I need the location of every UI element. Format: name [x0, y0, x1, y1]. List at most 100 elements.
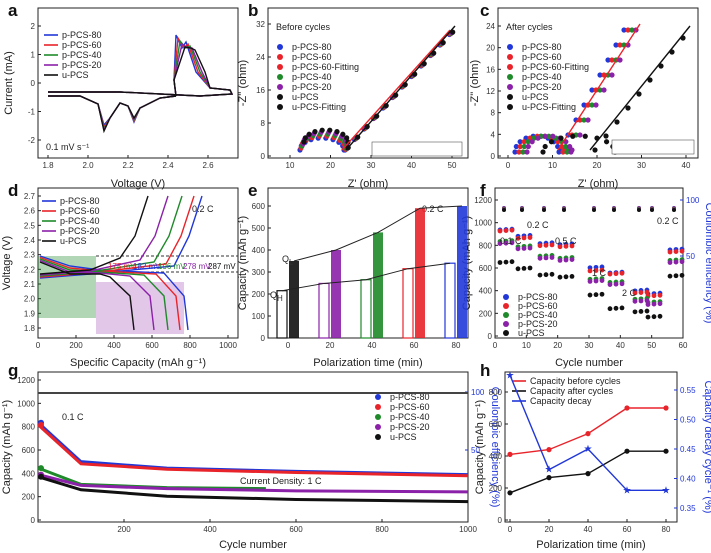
panel-c-label: c: [480, 1, 489, 20]
panel-b-circuit: [371, 141, 463, 157]
panel-f-rate-label: 0.2 C: [657, 216, 679, 226]
panel-h-frame: [504, 371, 678, 523]
panel-e-ytick-label: 500: [252, 224, 266, 233]
panel-a-curve: [48, 95, 177, 134]
panel-e-ytick-label: 200: [252, 290, 266, 299]
panel-c-point: [512, 149, 518, 155]
panel-f-legend-swatch: [503, 321, 509, 327]
panel-f-point: [503, 240, 509, 246]
panel-g-xtick-label: 400: [203, 525, 217, 534]
panel-d-charge: [39, 195, 149, 275]
panel-a-ytick-label: 1: [31, 51, 36, 60]
panel-h-decay-line: [509, 374, 666, 491]
panel-g-series: [38, 473, 469, 494]
panel-f-point: [619, 281, 625, 287]
panel-a-scan-rate: 0.1 mV s⁻¹: [46, 142, 89, 152]
panel-b-point: [334, 129, 340, 135]
panel-g-legend-label: u-PCS: [390, 432, 417, 442]
panel-b-legend-swatch: [277, 104, 283, 110]
panel-f-ytick-label: 1200: [474, 196, 492, 205]
panel-g-first-point: [38, 465, 44, 472]
panel-f-point: [593, 278, 599, 284]
panel-f-point: [537, 255, 543, 261]
panel-c-legend-swatch: [507, 54, 513, 60]
panel-c-legend-swatch: [507, 94, 513, 100]
panel-g-legend-swatch: [375, 434, 381, 440]
panel-f-point: [651, 301, 657, 307]
panel-d-frame: [37, 187, 239, 339]
panel-f-point: [613, 271, 619, 277]
panel-g-ytick-label: 50: [471, 446, 480, 455]
panel-d-legend-label: p-PCS-20: [60, 226, 100, 236]
panel-b-point: [340, 131, 346, 137]
panel-f-point: [509, 227, 515, 233]
panel-b-legend-label: p-PCS-60: [292, 52, 332, 62]
panel-e-ql-label: Q: [282, 254, 289, 264]
panel-c-ytick-label: 16: [486, 65, 495, 74]
panel-f-point: [587, 279, 593, 284]
panel-b-point: [301, 139, 307, 145]
panel-d-ytick-label: 2.5: [24, 221, 36, 230]
panel-b-xtick-label: 30: [367, 161, 376, 170]
panel-g-first-point: [38, 421, 44, 428]
panel-e-bar-qh: [360, 279, 372, 339]
panel-b-point: [312, 129, 318, 135]
panel-d-legend-label: u-PCS: [60, 236, 87, 246]
panel-f-point: [497, 241, 503, 247]
panel-a-legend-label: p-PCS-40: [62, 50, 102, 60]
panel-f-ytick-label: 50: [686, 252, 695, 261]
panel-f-point: [673, 273, 679, 279]
panel-c-point: [540, 149, 546, 155]
panel-b-xtick-label: 10: [286, 161, 295, 170]
panel-f-point: [557, 274, 563, 280]
panel-g-ytick-label: 800: [22, 423, 36, 432]
panel-f-point: [619, 305, 625, 311]
panel-e-xtick-label: 20: [326, 341, 335, 350]
panel-a-legend-label: p-PCS-60: [62, 40, 102, 50]
panel-f-point: [497, 260, 503, 265]
panel-c-point: [513, 143, 519, 150]
panel-g-xtick-label: 800: [375, 525, 389, 534]
panel-c-point: [613, 42, 619, 48]
panel-c-legend-label: p-PCS-20: [522, 82, 562, 92]
panel-d-polarization-label: 182 mV: [133, 262, 161, 271]
panel-f-point: [667, 273, 673, 279]
panel-f-rate-label: 0.5 C: [555, 236, 577, 246]
panel-e-xtick-label: 0: [286, 341, 291, 350]
panel-c-legend-label: p-PCS-60-Fitting: [522, 62, 589, 72]
panel-f-point: [607, 306, 613, 312]
panel-c-point: [617, 57, 623, 63]
panel-d-ytick-label: 2.4: [24, 236, 36, 245]
panel-h-ytick-label: 0.35: [680, 504, 696, 513]
panel-e-ytick-label: 300: [252, 268, 266, 277]
panel-a-xlabel: Voltage (V): [111, 178, 165, 190]
panel-d-purple-region: [96, 282, 184, 334]
panel-f-point: [619, 270, 625, 276]
panel-h-legend-label: Capacity decay: [530, 396, 592, 406]
panel-h-after-point: [507, 490, 513, 496]
panel-c-point: [603, 139, 610, 145]
panel-f-point: [527, 245, 533, 251]
panel-f-point: [549, 255, 555, 260]
panel-f-point: [638, 290, 644, 295]
panel-a-ytick-label: 2: [31, 22, 36, 31]
panel-a-curve: [48, 46, 234, 97]
panel-b-xtick-label: 20: [326, 161, 335, 170]
panel-f-legend-swatch: [503, 294, 509, 300]
panel-b-legend-label: p-PCS-80: [292, 42, 332, 52]
panel-f-point: [679, 248, 685, 254]
panel-c-point: [520, 149, 526, 155]
panel-f-point: [509, 240, 515, 246]
panel-f-point: [509, 259, 515, 265]
panel-a-legend-label: p-PCS-20: [62, 60, 102, 70]
panel-f-point: [587, 292, 593, 298]
panel-b-legend-swatch: [277, 84, 283, 90]
panel-h-ylabel2: Capacity decay cycle⁻¹ (%): [702, 381, 711, 514]
panel-d-legend-label: p-PCS-60: [60, 206, 100, 216]
panel-h-ytick-label: 800: [489, 388, 503, 397]
panel-c-point: [629, 27, 635, 33]
panel-c-xtick-label: 20: [593, 161, 602, 170]
panel-g-ytick-label: 600: [22, 446, 36, 455]
panel-e-ytick-label: 600: [252, 202, 266, 211]
panel-e-bar-qh: [318, 282, 330, 339]
